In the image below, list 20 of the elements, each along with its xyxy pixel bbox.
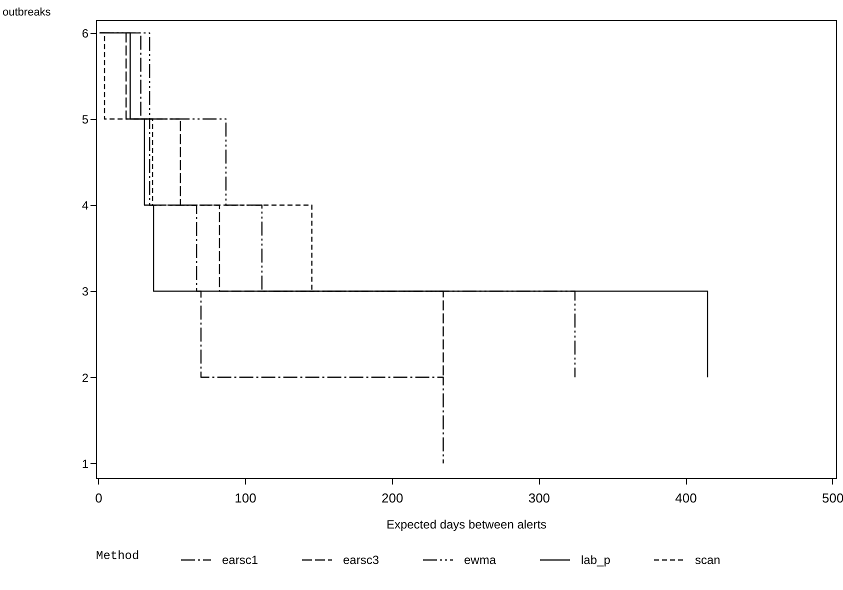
legend-label: scan	[695, 553, 720, 567]
legend-label: earsc1	[222, 553, 258, 567]
x-axis-title: Expected days between alerts	[386, 518, 547, 532]
legend-label: earsc3	[343, 553, 380, 567]
x-tick-label: 500	[822, 490, 843, 506]
legend-label: ewma	[464, 553, 496, 567]
legend-title: Method	[96, 549, 140, 563]
y-tick-label: 2	[82, 370, 89, 385]
x-tick-label: 400	[675, 490, 697, 506]
x-tick-label: 200	[382, 490, 404, 506]
y-axis-title: outbreaks	[2, 6, 52, 18]
x-tick-label: 0	[95, 490, 102, 506]
legend-label: lab_p	[581, 553, 611, 567]
x-tick-label: 300	[528, 490, 550, 506]
y-tick-label: 6	[82, 26, 89, 40]
y-tick-label: 5	[82, 112, 89, 127]
y-tick-label: 3	[82, 284, 89, 299]
x-tick-label: 100	[234, 490, 256, 506]
y-tick-label: 1	[82, 456, 89, 471]
y-tick-label: 4	[82, 198, 89, 213]
